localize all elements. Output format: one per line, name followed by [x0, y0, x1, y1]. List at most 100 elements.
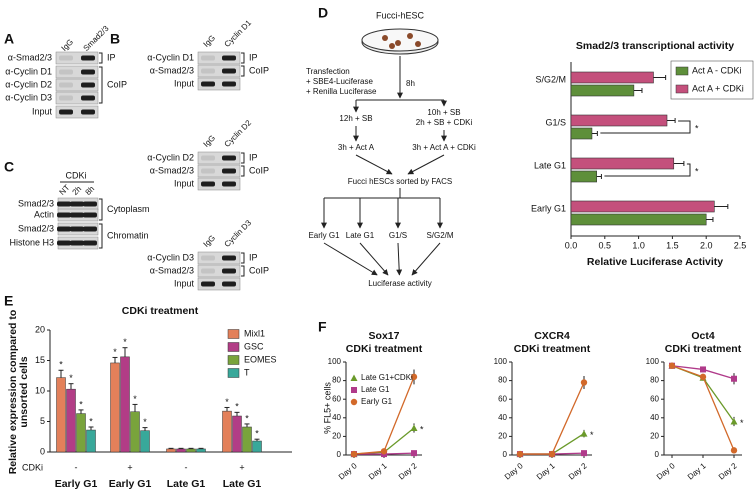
marker: [581, 450, 587, 457]
bracket-label: CoIP: [249, 65, 269, 75]
lane-label: IgG: [202, 33, 217, 48]
fraction-label: Early G1: [308, 231, 340, 240]
lane-label: Smad2/3: [82, 24, 111, 53]
bracket-label: IP: [249, 152, 258, 162]
blot-strip: [55, 78, 99, 92]
marker: [700, 366, 706, 373]
row-label: α-Cyclin D1: [5, 66, 52, 76]
significance-label: *: [695, 123, 699, 133]
legend-label: Late G1: [361, 385, 390, 394]
bracket-label: CoIP: [249, 165, 269, 175]
significance-label: *: [225, 397, 229, 407]
legend-swatch: [227, 368, 240, 378]
bracket-label: CoIP: [107, 79, 127, 89]
blot-band: [222, 281, 236, 287]
y-tick-label: 80: [498, 376, 507, 385]
treatment-value: -: [185, 462, 188, 472]
bar: [570, 84, 635, 97]
blot-band: [222, 155, 236, 161]
row-label: α-Cyclin D3: [147, 252, 194, 262]
y-tick-label: 10: [35, 385, 45, 395]
bracket-label: IP: [249, 252, 258, 262]
x-tick-label: Day 0: [655, 461, 677, 482]
row-label: α-Smad2/3: [150, 65, 194, 75]
blot-band: [201, 281, 215, 287]
panel-label: C: [4, 159, 14, 175]
marker: [580, 430, 588, 437]
bracket: [99, 198, 103, 221]
blot-band: [70, 201, 84, 207]
blot-strip: [55, 65, 99, 79]
blot-band: [57, 240, 71, 246]
chart-subtitle: CDKi treatment: [514, 343, 591, 355]
y-tick-label: 0: [40, 446, 45, 456]
y-axis-label: % FL5+ cells: [322, 382, 332, 434]
step-text: + SBE4-Luciferase: [306, 77, 373, 86]
blot-strip: [197, 264, 241, 278]
significance-label: *: [89, 416, 93, 426]
blot-band: [59, 109, 73, 115]
x-tick-label: Day 0: [337, 461, 359, 482]
blot-band: [83, 212, 97, 218]
step-text: 10h + SB: [427, 108, 460, 117]
marker: [351, 387, 357, 393]
bracket: [241, 65, 245, 77]
significance-label: *: [113, 347, 117, 357]
blot-band: [59, 69, 73, 75]
x-tick-label: Early G1: [109, 478, 152, 490]
arrow: [411, 242, 441, 276]
blot-band: [70, 226, 84, 232]
arrow: [323, 242, 378, 276]
bar: [66, 388, 76, 453]
legend-label: T: [244, 367, 250, 377]
treatment-value: +: [239, 462, 244, 472]
blot-band: [201, 155, 215, 161]
significance-bracket: [600, 120, 691, 134]
blot-band: [59, 55, 73, 61]
y-tick-label: 60: [498, 394, 507, 403]
bracket-label: Chromatin: [107, 230, 149, 240]
bar: [130, 411, 140, 453]
blot-band: [57, 201, 71, 207]
panel-label: E: [4, 293, 13, 309]
y-tick-label: 5: [40, 416, 45, 426]
step-text: 3h + Act A: [338, 143, 375, 152]
lane-label: Cyclin D3: [223, 218, 254, 249]
row-label: Input: [174, 178, 195, 188]
treatment-value: +: [127, 462, 132, 472]
blot-strip: [197, 251, 241, 265]
bracket-label: CoIP: [249, 265, 269, 275]
bar: [242, 426, 252, 453]
lane-label: IgG: [202, 233, 217, 248]
bar: [166, 448, 176, 453]
marker: [516, 450, 524, 458]
step-text: + Renilla Luciferase: [306, 87, 377, 96]
row-label: α-Smad2/3: [150, 265, 194, 275]
bar: [232, 415, 242, 453]
bracket-label: IP: [249, 52, 258, 62]
step-text: Fucci hESCs sorted by FACS: [348, 177, 452, 186]
significance-label: *: [420, 424, 424, 434]
marker: [380, 448, 388, 455]
bar: [570, 114, 668, 127]
blot-band: [70, 212, 84, 218]
x-tick-label: 1.5: [666, 240, 679, 250]
x-tick-label: 0.5: [599, 240, 612, 250]
bar: [570, 157, 675, 170]
chart-subtitle: CDKi treatment: [665, 343, 742, 355]
significance-label: *: [69, 373, 73, 383]
row-label: Smad2/3: [18, 198, 54, 208]
x-tick-label: 2.0: [700, 240, 713, 250]
significance-label: *: [740, 418, 744, 428]
blot-strip: [197, 51, 241, 65]
marker: [580, 379, 588, 386]
x-tick-label: Day 0: [503, 461, 525, 482]
lane-label: Cyclin D2: [223, 118, 254, 149]
step-text: 2h + SB + CDKi: [416, 118, 473, 127]
arrow: [355, 154, 393, 175]
x-tick-label: Day 1: [686, 461, 708, 482]
row-label: α-Cyclin D3: [5, 92, 52, 102]
row-label: α-Cyclin D2: [147, 152, 194, 162]
legend-swatch: [675, 66, 689, 76]
blot-band: [222, 268, 236, 274]
